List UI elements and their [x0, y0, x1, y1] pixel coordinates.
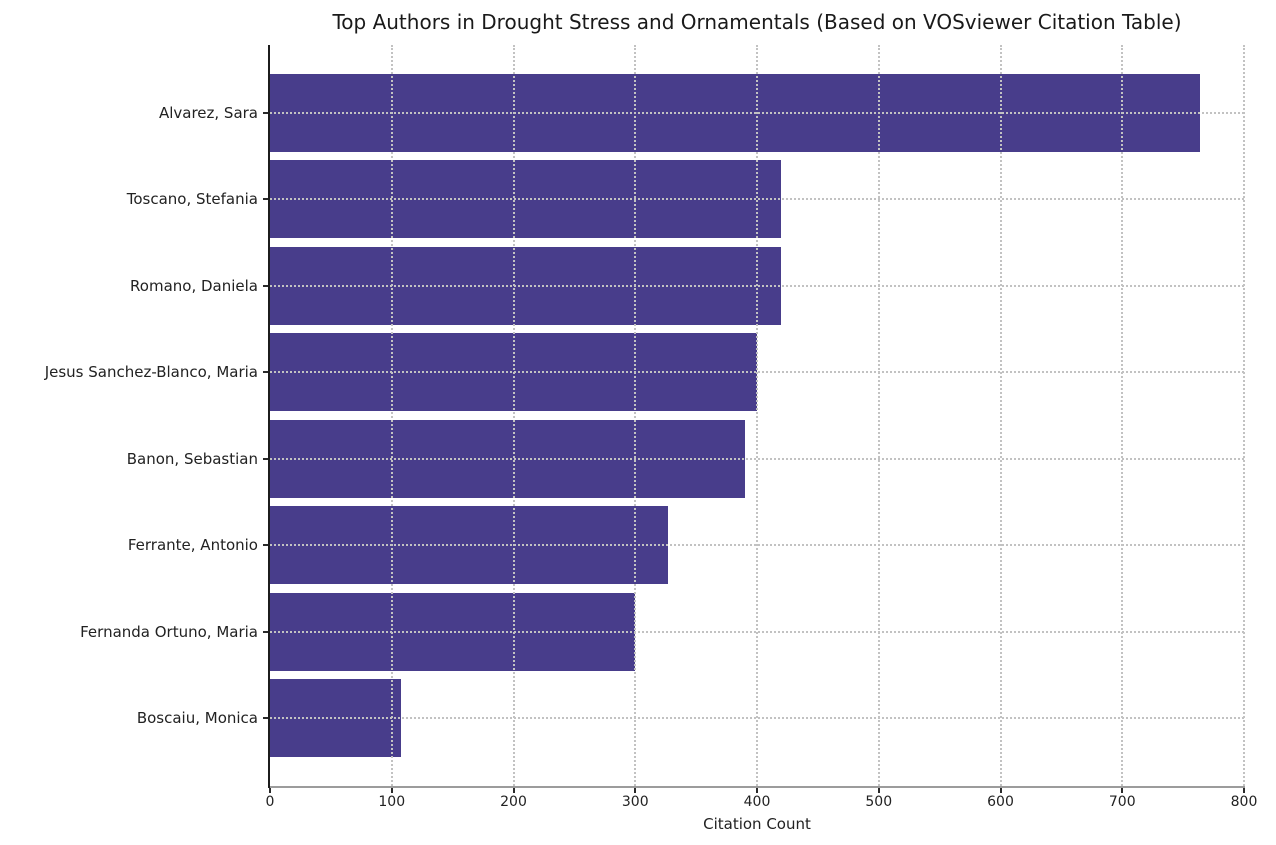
x-tick-label: 300	[621, 794, 649, 810]
grid-line-vertical	[999, 45, 1002, 786]
x-tick-label: 200	[500, 794, 527, 810]
y-axis-spine	[268, 45, 270, 788]
x-tick-mark	[390, 788, 393, 793]
x-tick-label: 600	[987, 794, 1014, 810]
grid-line-vertical	[1243, 45, 1245, 786]
x-tick-label: 0	[265, 794, 275, 810]
y-tick-mark	[263, 630, 268, 633]
y-tick-label: Jesus Sanchez-Blanco, Maria	[44, 363, 258, 382]
y-tick-mark	[263, 112, 268, 114]
y-tick-mark	[263, 371, 268, 374]
x-tick-label: 400	[743, 794, 771, 810]
x-tick-label: 800	[1230, 794, 1258, 810]
x-tick-mark	[634, 788, 637, 793]
y-tick-label: Alvarez, Sara	[158, 104, 258, 122]
plot-area	[270, 45, 1245, 786]
grid-line-vertical	[756, 45, 758, 786]
y-tick-mark	[263, 457, 268, 460]
x-tick-label: 700	[1108, 794, 1136, 810]
x-tick-label: 100	[378, 794, 406, 810]
x-tick-mark	[1121, 788, 1124, 793]
x-tick-mark	[1243, 788, 1245, 793]
x-tick-label: 500	[865, 794, 893, 810]
y-tick-label: Toscano, Stefania	[126, 190, 258, 209]
grid-line-vertical	[877, 45, 880, 786]
x-tick-mark	[756, 788, 758, 793]
chart-title: Top Authors in Drought Stress and Orname…	[332, 10, 1182, 34]
y-tick-label: Banon, Sebastian	[126, 449, 258, 468]
y-tick-mark	[263, 717, 268, 719]
x-tick-mark	[512, 788, 515, 793]
x-tick-mark	[269, 788, 271, 793]
y-tick-label: Fernanda Ortuno, Maria	[80, 622, 258, 641]
grid-line-vertical	[512, 45, 515, 786]
grid-line-vertical	[1121, 45, 1124, 786]
y-tick-mark	[263, 198, 268, 201]
y-tick-mark	[263, 544, 268, 547]
y-tick-mark	[263, 284, 268, 287]
x-tick-mark	[877, 788, 880, 793]
grid-line-vertical	[634, 45, 637, 786]
grid-line-vertical	[390, 45, 393, 786]
x-axis-spine	[268, 786, 1245, 788]
y-tick-label: Romano, Daniela	[130, 276, 258, 295]
x-tick-mark	[999, 788, 1002, 793]
y-tick-label: Boscaiu, Monica	[136, 709, 258, 727]
x-axis-label: Citation Count	[703, 815, 811, 833]
y-tick-label: Ferrante, Antonio	[127, 536, 258, 555]
